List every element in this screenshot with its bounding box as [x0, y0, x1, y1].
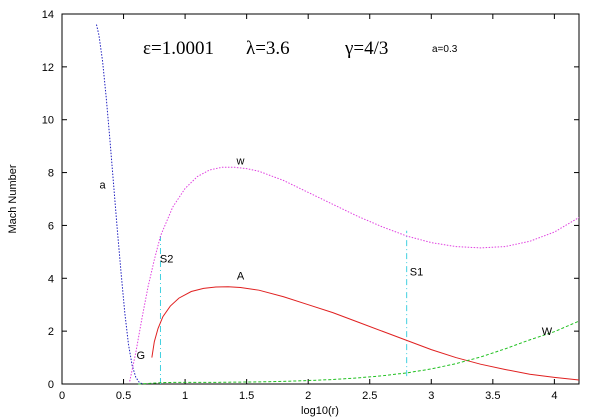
curve-label-W: W [542, 326, 553, 338]
series-lines [95, 24, 580, 385]
x-axis-title: log10(r) [301, 405, 339, 417]
curve-labels: a w A S2 S1 G W [100, 156, 553, 362]
y-tick-label: 10 [42, 115, 54, 127]
y-tick-label: 0 [48, 379, 54, 391]
x-tick-label: 1.5 [239, 390, 254, 402]
curve-label-a: a [100, 179, 107, 191]
x-tick-label: 0.5 [116, 390, 131, 402]
x-tick-label: 2.5 [362, 390, 377, 402]
parameter-epsilon: ε=1.0001 [143, 38, 214, 59]
curve-label-A: A [237, 271, 245, 283]
x-tick-label: 3 [428, 390, 434, 402]
y-tick-label: 4 [48, 273, 54, 285]
x-tick-label: 1 [182, 390, 188, 402]
parameter-gamma: γ=4/3 [344, 38, 388, 59]
y-tick-label: 12 [42, 62, 54, 74]
curve-label-S1: S1 [410, 267, 423, 279]
curve-label-w: w [236, 156, 245, 168]
y-tick-label: 6 [48, 220, 54, 232]
x-tick-label: 0 [59, 390, 65, 402]
series-line-W [138, 320, 580, 385]
parameter-lambda: λ=3.6 [246, 38, 290, 59]
y-tick-label: 14 [42, 9, 54, 21]
curve-label-G: G [136, 350, 145, 362]
shock-lines [159, 230, 408, 384]
series-line-w [129, 166, 580, 382]
parameter-a: a=0.3 [432, 44, 458, 55]
series-line-a [95, 24, 144, 385]
x-axis-ticks: 0 0.5 1 1.5 2 2.5 3 3.5 4 [59, 14, 557, 402]
series-line-A [151, 286, 580, 381]
x-tick-label: 3.5 [485, 390, 500, 402]
x-tick-label: 2 [305, 390, 311, 402]
curve-label-S2: S2 [160, 253, 173, 265]
x-tick-label: 4 [551, 390, 557, 402]
y-tick-label: 2 [48, 326, 54, 338]
y-axis-title: Mach Number [7, 164, 19, 233]
y-tick-label: 8 [48, 168, 54, 180]
plot-frame [61, 13, 580, 385]
y-axis-ticks: 0 2 4 6 8 10 12 14 [42, 9, 579, 391]
